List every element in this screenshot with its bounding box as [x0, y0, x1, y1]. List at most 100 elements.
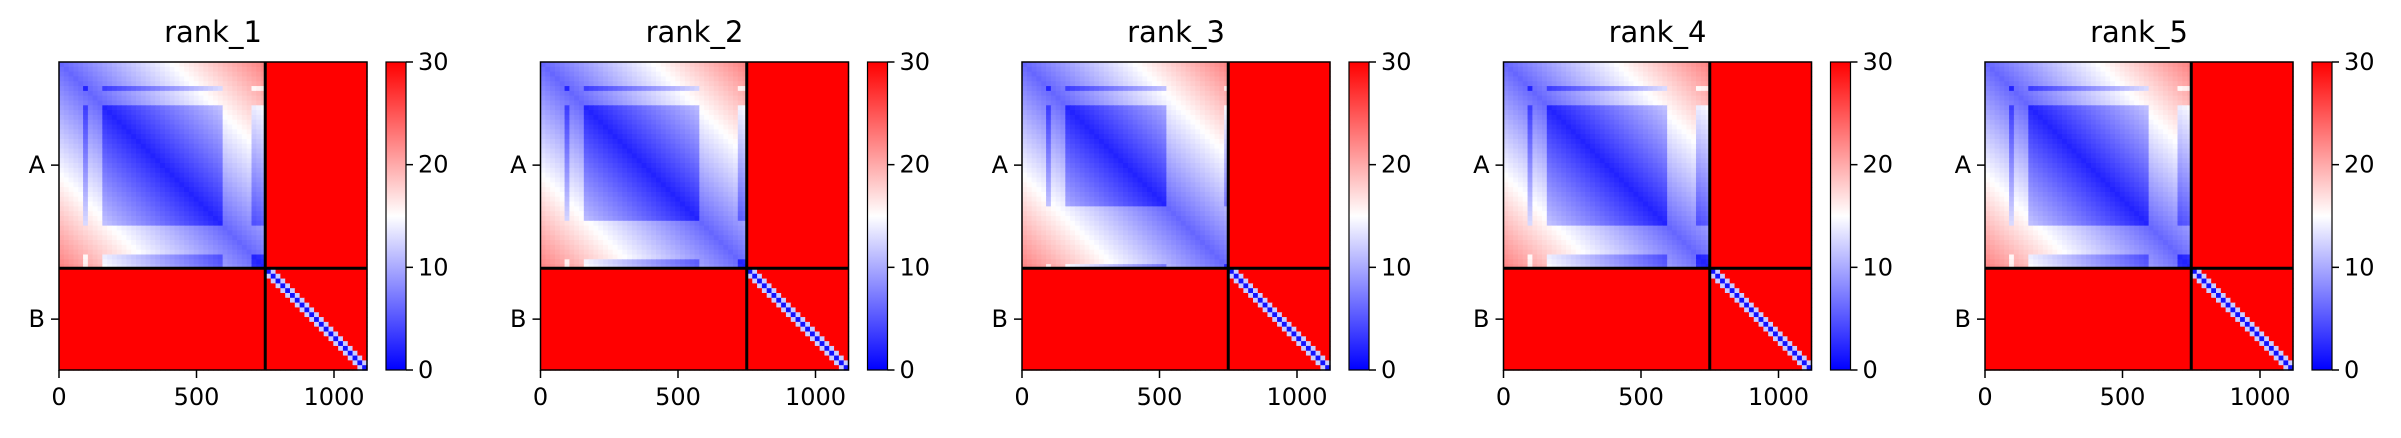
heatmap-cell [78, 254, 84, 260]
heatmap-cell [622, 124, 628, 130]
heatmap-cell [347, 336, 354, 342]
heatmap-cell [314, 153, 320, 159]
heatmap-cell [193, 336, 200, 342]
heatmap-cell [285, 244, 291, 251]
heatmap-cell [314, 244, 320, 251]
heatmap-cell [169, 317, 176, 323]
heatmap-cell [588, 100, 595, 106]
heatmap-cell [193, 196, 200, 203]
heatmap-cell [790, 110, 797, 116]
heatmap-cell [285, 129, 291, 135]
heatmap-cell [63, 196, 70, 203]
heatmap-cell [318, 76, 325, 82]
heatmap-cell [766, 100, 773, 106]
heatmap-cell [155, 172, 161, 179]
heatmap-cell [771, 95, 777, 102]
heatmap-cell [627, 62, 633, 68]
heatmap-cell [612, 95, 619, 102]
heatmap-cell [97, 206, 103, 212]
heatmap-cell [232, 196, 238, 203]
heatmap-cell [73, 240, 79, 246]
heatmap-cell [174, 350, 180, 357]
heatmap-cell [347, 177, 354, 183]
heatmap-cell [59, 167, 65, 174]
heatmap-cell [280, 124, 286, 130]
heatmap-cell [338, 216, 344, 222]
heatmap-cell [203, 71, 209, 78]
heatmap-cell [574, 100, 580, 106]
heatmap-cell [579, 124, 585, 130]
heatmap-cell [246, 254, 253, 260]
heatmap-cell [227, 211, 233, 217]
heatmap-cell [83, 312, 89, 318]
heatmap-cell [342, 244, 349, 251]
heatmap-cell [800, 90, 806, 97]
heatmap-cell [612, 81, 619, 87]
heatmap-cell [362, 172, 368, 179]
heatmap-cell [164, 321, 171, 328]
heatmap-cell [362, 225, 368, 232]
heatmap-cell [256, 153, 262, 159]
heatmap-cell [338, 201, 344, 207]
heatmap-cell [131, 172, 137, 179]
heatmap-cell [193, 95, 200, 102]
heatmap-cell [102, 297, 108, 304]
heatmap-cell [294, 139, 301, 145]
heatmap-cell [309, 345, 315, 352]
heatmap-cell [87, 336, 94, 342]
heatmap-cell [256, 235, 262, 241]
heatmap-cell [174, 105, 180, 111]
heatmap-cell [155, 240, 161, 246]
heatmap-cell [68, 307, 75, 313]
heatmap-cell [155, 191, 161, 198]
heatmap-cell [107, 119, 113, 126]
heatmap-cell [323, 312, 330, 318]
heatmap-cell [747, 71, 753, 78]
heatmap-cell [150, 206, 156, 212]
heatmap-cell [357, 119, 363, 126]
heatmap-cell [814, 110, 821, 116]
heatmap-cell [699, 66, 705, 73]
heatmap-cell [83, 220, 89, 227]
heatmap-cell [241, 177, 248, 183]
heatmap-cell [347, 119, 354, 126]
heatmap-cell [290, 177, 296, 183]
heatmap-cell [184, 216, 190, 222]
heatmap-cell [73, 249, 79, 256]
heatmap-cell [318, 230, 325, 236]
heatmap-cell [97, 167, 103, 174]
heatmap-cell [285, 297, 291, 304]
heatmap-cell [116, 225, 123, 232]
heatmap-cell [627, 81, 633, 87]
heatmap-cell [265, 167, 272, 174]
heatmap-cell [299, 86, 306, 92]
heatmap-cell [102, 211, 108, 217]
heatmap-cell [314, 331, 320, 337]
heatmap-cell [174, 240, 180, 246]
heatmap-cell [155, 336, 161, 342]
heatmap-cell [333, 278, 339, 284]
heatmap-cell [352, 172, 358, 179]
heatmap-cell [116, 172, 123, 179]
heatmap-cell [213, 172, 219, 179]
heatmap-cell [362, 336, 368, 342]
heatmap-cell [164, 225, 171, 232]
heatmap-cell [569, 71, 575, 78]
heatmap-cell [342, 317, 349, 323]
heatmap-cell [111, 153, 118, 159]
heatmap-cell [111, 249, 118, 256]
heatmap-cell [545, 62, 551, 68]
heatmap-cell [333, 365, 339, 371]
heatmap-cell [92, 350, 99, 357]
heatmap-cell [285, 249, 291, 256]
heatmap-cell [290, 225, 296, 232]
heatmap-cell [299, 187, 306, 193]
heatmap-cell [718, 124, 724, 130]
heatmap-cell [810, 110, 816, 116]
heatmap-cell [304, 288, 310, 294]
heatmap-cell [323, 143, 330, 150]
heatmap-cell [270, 148, 277, 155]
heatmap-cell [314, 268, 320, 275]
heatmap-cell [333, 317, 339, 323]
